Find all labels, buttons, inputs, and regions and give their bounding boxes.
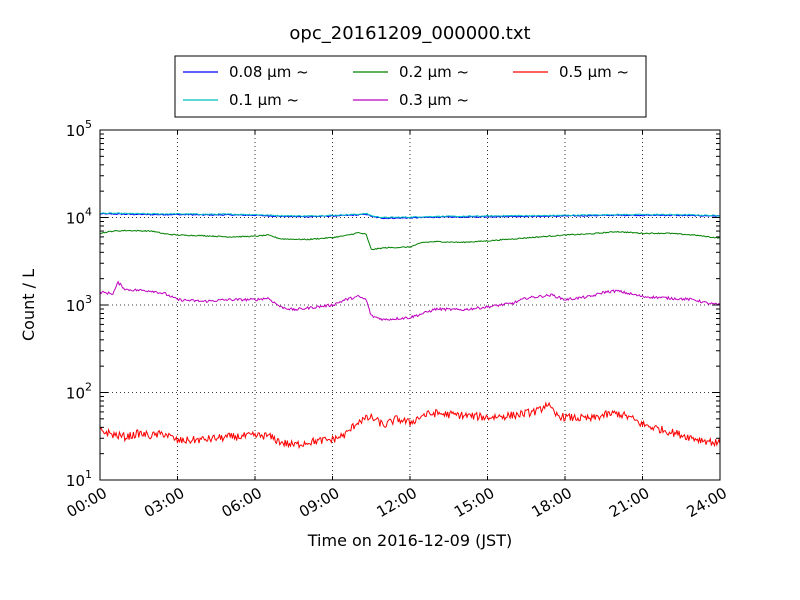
plot-frame [99, 129, 721, 481]
legend: 0.08 μm ~ 0.1 μm ~ 0.2 μm ~ 0.3 μm ~ 0.5 μm … [174, 55, 647, 118]
y-tick-label: 101 [66, 468, 92, 490]
series-line [99, 401, 721, 450]
series-line [99, 212, 721, 219]
legend-label: 0.5 μm ~ [559, 63, 629, 81]
y-tick-label: 105 [66, 118, 92, 140]
legend-box [174, 55, 647, 118]
legend-label: 0.1 μm ~ [229, 91, 299, 109]
y-tick-label: 103 [66, 293, 92, 315]
y-axis-label: Count / L [19, 269, 38, 341]
series-layer [99, 212, 721, 450]
legend-label: 0.08 μm ~ [229, 63, 309, 81]
legend-label: 0.2 μm ~ [399, 63, 469, 81]
y-tick-label: 104 [66, 206, 92, 228]
x-axis-label: Time on 2016-12-09 (JST) [307, 531, 512, 550]
y-tick-label: 102 [66, 381, 92, 403]
series-line [99, 229, 721, 251]
legend-label: 0.3 μm ~ [399, 91, 469, 109]
grid [100, 130, 720, 480]
chart-title: opc_20161209_000000.txt [289, 23, 530, 44]
series-line [99, 280, 721, 322]
y-tick-labels: 101 102 103 104 105 [66, 118, 92, 490]
